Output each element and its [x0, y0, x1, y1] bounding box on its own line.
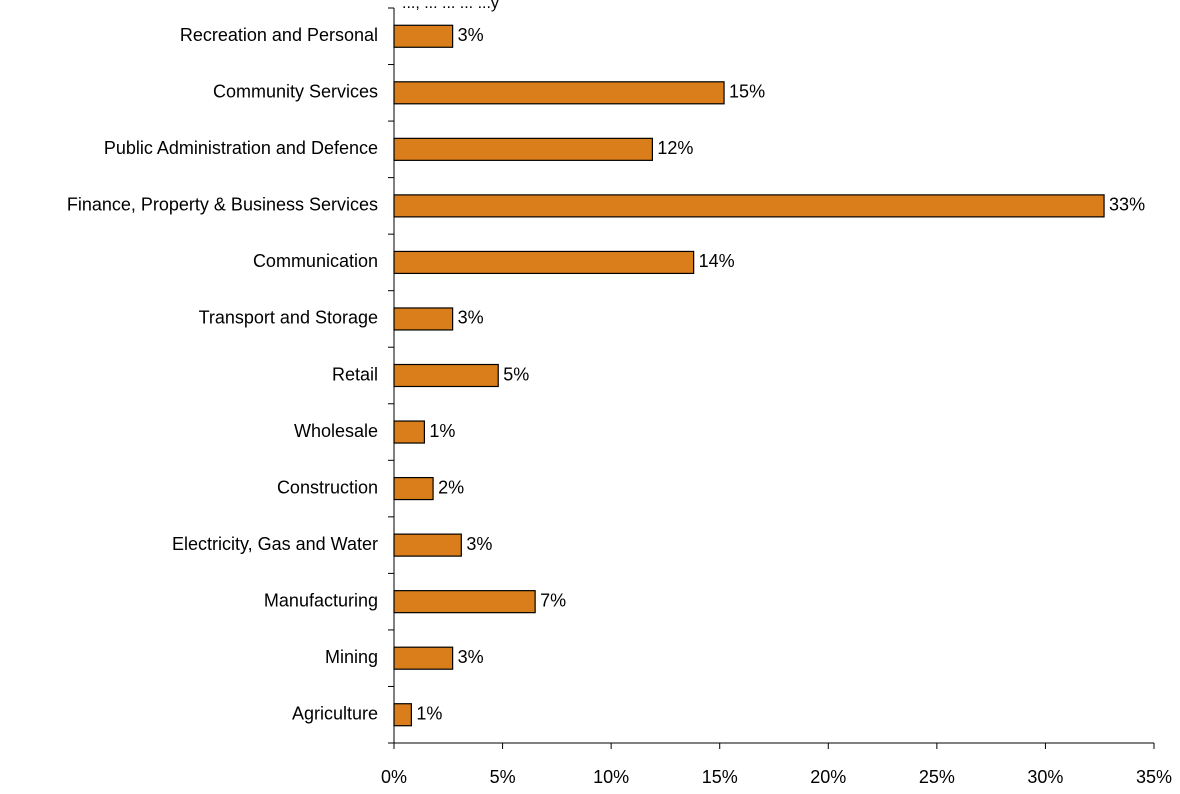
data-label-community-services: 15% [729, 82, 765, 102]
x-tick-label: 20% [810, 767, 846, 787]
x-tick-label: 5% [490, 767, 516, 787]
data-label-retail: 5% [503, 364, 529, 384]
data-label-manufacturing: 7% [540, 590, 566, 610]
data-label-public-administration-and-defence: 12% [657, 138, 693, 158]
bar-construction [393, 476, 434, 501]
category-label-retail: Retail [332, 364, 378, 384]
data-label-agriculture: 1% [416, 703, 442, 723]
bar-transport-and-storage [393, 307, 454, 331]
x-tick-label: 25% [919, 767, 955, 787]
data-label-electricity-gas-and-water: 3% [466, 534, 492, 554]
bar-wholesale [393, 420, 425, 444]
category-label-electricity-gas-and-water: Electricity, Gas and Water [172, 534, 378, 554]
x-tick-label: 10% [593, 767, 629, 787]
bar-public-administration-and-defence [393, 137, 653, 161]
data-label-mining: 3% [458, 647, 484, 667]
x-tick-label: 15% [702, 767, 738, 787]
category-label-wholesale: Wholesale [294, 421, 378, 441]
category-label-mining: Mining [325, 647, 378, 667]
bar-electricity-gas-and-water [393, 533, 462, 557]
x-tick-label: 35% [1136, 767, 1172, 787]
category-label-communication: Communication [253, 251, 378, 271]
category-label-community-services: Community Services [213, 82, 378, 102]
chart-top-text-fragment: ..., ... ... ... ...y [402, 0, 499, 12]
category-label-agriculture: Agriculture [292, 703, 378, 723]
data-label-recreation-and-personal: 3% [458, 25, 484, 45]
category-label-recreation-and-personal: Recreation and Personal [180, 25, 378, 45]
bars-layer: Recreation and Personal 3% Community Servi… [67, 24, 1145, 727]
data-label-wholesale: 1% [429, 421, 455, 441]
category-label-manufacturing: Manufacturing [264, 590, 378, 610]
x-tick-label: 30% [1027, 767, 1063, 787]
bar-community-services [393, 81, 725, 105]
bar-manufacturing [393, 590, 536, 614]
bar-agriculture [393, 703, 412, 727]
category-label-public-administration-and-defence: Public Administration and Defence [104, 138, 378, 158]
data-label-transport-and-storage: 3% [458, 308, 484, 328]
data-label-finance-property-business-services: 33% [1109, 195, 1145, 215]
bar-communication [393, 250, 695, 275]
data-label-construction: 2% [438, 477, 464, 497]
bar-mining [393, 646, 454, 670]
category-label-finance-property-business-services: Finance, Property & Business Services [67, 195, 378, 215]
axes-layer: 0% 5% 10% 15% 20% 25% 30% 35% [381, 7, 1172, 787]
bar-retail [393, 363, 499, 388]
category-label-transport-and-storage: Transport and Storage [199, 308, 378, 328]
data-label-communication: 14% [699, 251, 735, 271]
x-tick-label: 0% [381, 767, 407, 787]
bar-finance-property-business-services [393, 194, 1105, 218]
bar-recreation-and-personal [393, 24, 454, 48]
category-label-construction: Construction [277, 477, 378, 497]
